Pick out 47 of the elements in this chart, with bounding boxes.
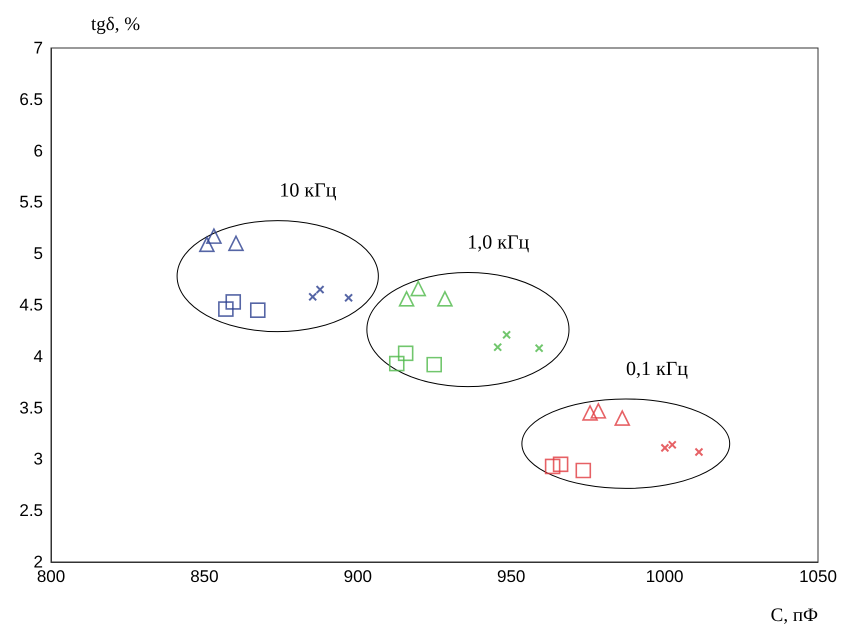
y-tick-label: 5	[34, 244, 43, 264]
y-tick-label: 6.5	[19, 90, 43, 109]
y-tick-label: 4.5	[19, 296, 43, 314]
x-tick-label: 950	[497, 567, 526, 586]
x-axis-title: C, пФ	[770, 605, 818, 626]
point	[590, 403, 606, 419]
point	[552, 456, 568, 472]
x-tick-label: 1050	[799, 567, 837, 586]
x-tick-label: 1000	[646, 567, 684, 586]
annotation: 10 кГц	[279, 180, 337, 202]
annotation: 1,0 кГц	[467, 232, 530, 254]
point	[582, 405, 598, 421]
point	[199, 236, 215, 252]
point	[493, 342, 502, 352]
point	[660, 443, 670, 452]
point	[398, 346, 414, 362]
y-tick-label: 3	[34, 450, 43, 469]
point	[308, 292, 318, 302]
y-tick-label: 3.5	[19, 398, 43, 418]
point	[544, 458, 560, 474]
y-tick-label: 4	[34, 346, 43, 366]
point	[534, 344, 544, 353]
point	[502, 330, 512, 340]
annotation: 0,1 кГц	[626, 358, 688, 380]
point	[410, 280, 426, 296]
point	[668, 440, 677, 450]
point	[316, 285, 325, 294]
point	[437, 291, 453, 307]
point	[225, 294, 242, 310]
point	[614, 410, 630, 426]
y-tick-label: 5.5	[19, 192, 43, 212]
x-tick-label: 900	[344, 567, 372, 586]
point	[694, 448, 704, 457]
y-tick-label: 2.5	[19, 501, 43, 520]
point	[228, 236, 244, 252]
point	[426, 356, 442, 372]
point	[576, 462, 592, 478]
point	[344, 293, 354, 302]
y-tick-label: 7	[34, 38, 43, 58]
point	[206, 228, 222, 244]
x-tick-label: 850	[190, 567, 219, 586]
y-axis-title: tgδ, %	[91, 14, 140, 35]
point	[250, 302, 266, 318]
y-tick-label: 6	[34, 141, 43, 160]
point	[388, 356, 405, 372]
point	[398, 291, 414, 307]
point	[218, 301, 234, 317]
